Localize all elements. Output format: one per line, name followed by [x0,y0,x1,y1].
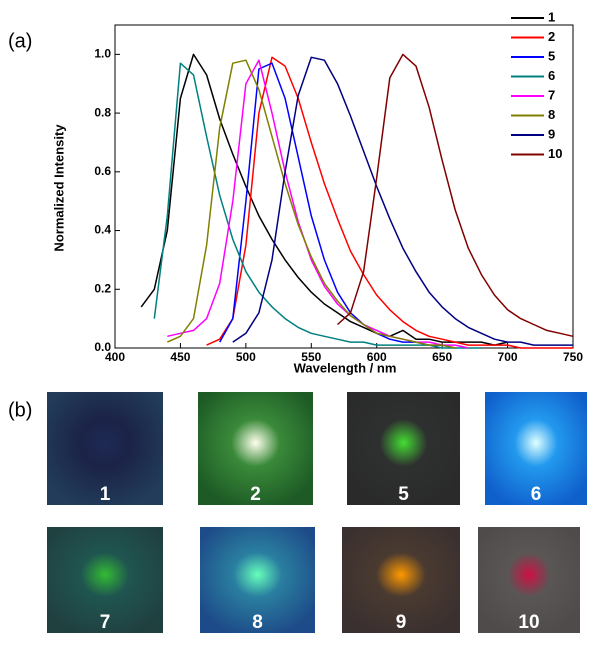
series-line [336,53,574,338]
x-tick-label: 450 [170,350,190,364]
series-line [140,53,508,346]
sample-photo [198,392,313,505]
x-tick-label: 600 [367,350,387,364]
panel-label: (b) [8,399,32,421]
legend-label: 9 [548,126,555,141]
y-tick-label: 1.0 [94,47,111,61]
legend-label: 10 [548,146,562,161]
x-tick-label: 650 [432,350,452,364]
sample-photo [47,527,163,633]
x-tick-label: 500 [236,350,256,364]
sample-label: 1 [100,484,111,505]
y-tick-label: 0.6 [94,164,111,178]
y-tick-label: 0.0 [94,340,111,354]
series-line [232,56,573,346]
series-line [153,62,482,349]
x-axis-title: Wavelength / nm [294,360,397,375]
legend-label: 8 [548,107,555,122]
sample-photo [478,527,580,633]
legend-label: 7 [548,87,555,102]
legend-label: 2 [548,29,555,44]
legend-label: 5 [548,48,555,63]
sample-photo [485,392,587,505]
sample-label: 6 [531,484,542,505]
legend-label: 6 [548,68,555,83]
sample-label: 5 [398,484,409,505]
series-line [167,59,469,349]
y-tick-label: 0.4 [94,223,111,237]
y-tick-label: 0.8 [94,105,111,119]
sample-label: 8 [252,612,263,633]
sample-photo [200,527,315,633]
series-line [206,56,573,349]
series-line [166,59,456,349]
x-tick-label: 400 [105,350,125,364]
panel-label: (a) [8,30,32,52]
sample-label: 7 [100,612,111,633]
sample-photo [342,527,460,633]
sample-label: 10 [518,612,539,633]
sample-label: 2 [250,484,261,505]
x-tick-label: 700 [498,350,518,364]
sample-photo [47,392,163,505]
sample-photo [347,392,460,505]
y-tick-label: 0.2 [94,281,111,295]
plot-frame [114,24,574,349]
x-tick-label: 750 [563,350,583,364]
sample-label: 9 [396,612,407,633]
x-tick-label: 550 [301,350,321,364]
legend-label: 1 [548,9,555,24]
y-axis-title: Normalized Intensity [51,124,66,252]
